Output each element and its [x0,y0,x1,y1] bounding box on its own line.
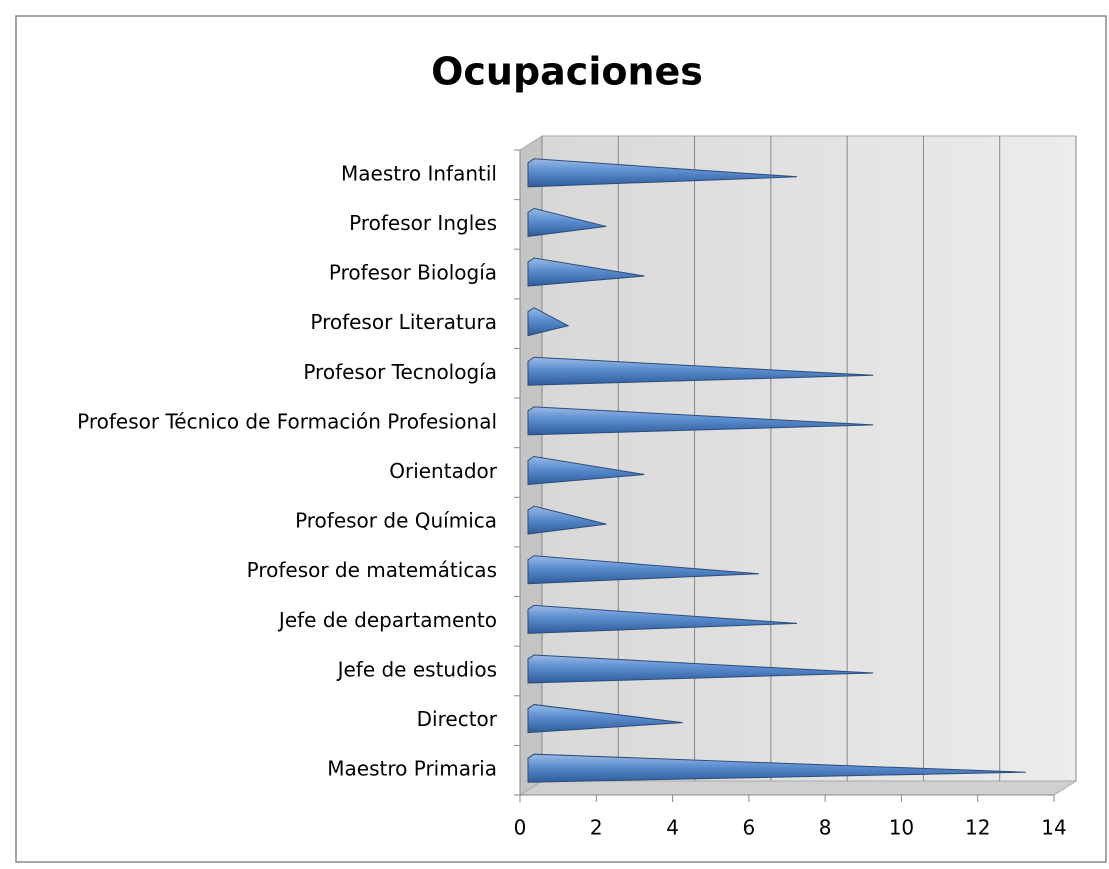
bar [527,257,645,287]
y-tick-label: Profesor Literatura [310,310,497,334]
x-tick-label: 10 [889,816,914,840]
y-tick-label: Profesor Ingles [349,211,497,235]
y-tick-label: Profesor Tecnología [303,360,497,384]
y-tick-label: Jefe de estudios [336,657,497,681]
y-tick-label: Jefe de departamento [277,608,497,632]
y-tick-label: Profesor Técnico de Formación Profesiona… [77,409,497,433]
bar [527,704,683,734]
x-tick-label: 0 [514,816,527,840]
y-tick-label: Maestro Primaria [327,757,497,781]
x-tick-label: 2 [590,816,603,840]
x-tick-label: 8 [819,816,832,840]
x-tick-label: 4 [666,816,679,840]
x-tick-label: 12 [965,816,990,840]
bar [527,356,874,386]
bar [527,207,607,237]
back-wall [541,135,1077,782]
bar [527,158,798,188]
x-tick-label: 14 [1041,816,1066,840]
chart-title: Ocupaciones [431,50,703,94]
x-tick-label: 6 [742,816,755,840]
bar [527,406,874,436]
y-tick-label: Maestro Infantil [341,161,497,185]
bar [527,604,798,634]
bar [527,555,759,585]
bar [527,455,645,486]
y-tick-label: Director [417,707,498,731]
y-tick-label: Profesor de matemáticas [247,558,497,582]
y-tick-label: Orientador [389,459,498,483]
y-tick-label: Profesor Biología [329,261,497,285]
floor [518,780,1078,796]
bar [527,654,874,684]
bar [527,307,570,337]
bar [527,753,1026,783]
bar [527,505,607,535]
y-tick-label: Profesor de Química [295,509,497,533]
